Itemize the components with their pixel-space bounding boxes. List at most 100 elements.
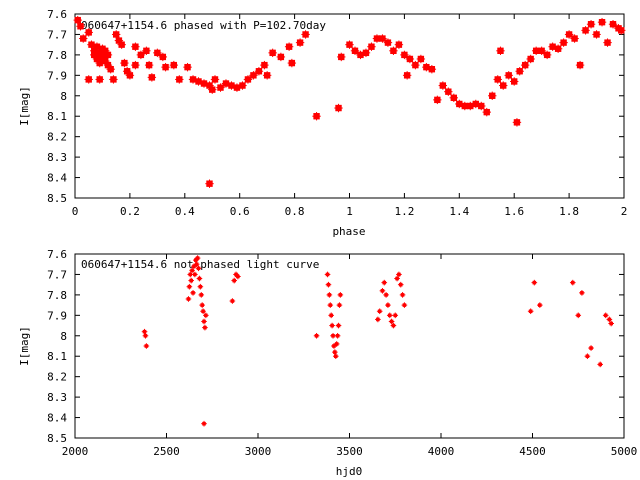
data-point [131, 60, 140, 70]
data-point [512, 118, 522, 127]
data-point [569, 279, 576, 286]
x-tick-label: 2000 [62, 445, 89, 458]
data-point [336, 302, 343, 308]
data-point [142, 332, 149, 339]
data-point [268, 48, 277, 58]
data-point [527, 308, 534, 315]
data-point [335, 322, 342, 329]
data-point [185, 296, 192, 302]
data-point [103, 50, 113, 60]
x-tick-label: 1.2 [394, 205, 414, 218]
y-tick-label: 7.9 [47, 69, 67, 82]
data-point [295, 38, 305, 47]
data-point [192, 271, 198, 278]
data-point [202, 324, 208, 331]
y-axis-label-unphased: I[mag] [18, 326, 31, 366]
data-point [328, 312, 334, 319]
y-tick-label: 8.2 [47, 131, 67, 144]
data-point [208, 85, 217, 94]
y-tick-label: 8.3 [47, 151, 67, 164]
x-tick-label: 1.4 [449, 205, 469, 218]
x-tick-label: 4000 [428, 445, 455, 458]
data-point [144, 60, 154, 70]
data-point [193, 261, 200, 268]
data-point [401, 302, 408, 308]
data-point [216, 83, 225, 92]
x-tick-label: 0 [72, 205, 79, 218]
data-point [194, 255, 201, 261]
data-point [438, 81, 448, 90]
data-point [537, 46, 546, 55]
data-point [117, 40, 126, 49]
data-point [198, 292, 205, 298]
y-tick-label: 7.8 [47, 289, 67, 302]
data-point [345, 40, 354, 49]
data-point [602, 312, 609, 319]
y-tick-label: 8.1 [47, 350, 67, 363]
plot-frame-unphased [74, 253, 625, 439]
data-point [586, 20, 596, 29]
data-point [199, 302, 205, 308]
axis-ticks-unphased: 2000 2500 3000 3500 4000 4500 5000 7.6 7.7 7.8 7.9… [47, 248, 637, 458]
data-point [235, 273, 241, 280]
data-point [399, 292, 406, 298]
data-point [262, 71, 272, 80]
data-point [284, 42, 294, 51]
data-point [575, 60, 585, 70]
data-point [581, 26, 590, 35]
data-point [383, 38, 393, 47]
data-point [592, 30, 601, 39]
data-point [520, 60, 530, 70]
x-tick-label: 5000 [611, 445, 638, 458]
x-tick-label: 3500 [336, 445, 363, 458]
data-point [617, 26, 626, 35]
data-point [205, 179, 214, 188]
data-point [400, 50, 409, 60]
data-point [378, 34, 387, 43]
data-point [510, 77, 519, 86]
data-point [564, 30, 574, 39]
y-tick-label: 7.7 [47, 268, 67, 281]
data-point [376, 308, 383, 315]
data-point [496, 46, 505, 55]
data-point [396, 271, 402, 278]
data-point [158, 52, 168, 62]
y-tick-label: 8.4 [47, 412, 67, 425]
data-point [238, 81, 247, 90]
data-point [254, 67, 264, 76]
data-point [260, 60, 269, 70]
data-point [153, 48, 162, 58]
y-tick-label: 7.9 [47, 309, 67, 322]
data-point [397, 281, 404, 288]
data-point [389, 46, 398, 55]
data-point [131, 42, 140, 51]
data-point [73, 15, 82, 25]
data-point [79, 34, 88, 43]
data-point [570, 34, 579, 43]
data-point [111, 30, 121, 39]
data-point [301, 30, 310, 39]
data-point [186, 283, 193, 290]
data-point [386, 312, 393, 319]
data-point [210, 75, 220, 84]
data-point [526, 54, 535, 64]
data-point [608, 20, 618, 29]
data-point [276, 52, 286, 62]
data-point [337, 292, 344, 298]
data-point [161, 62, 170, 72]
data-point [350, 46, 360, 55]
data-point [515, 67, 524, 76]
data-point [243, 75, 253, 84]
data-point [488, 91, 497, 100]
data-point [427, 65, 437, 74]
data-point [249, 71, 258, 80]
data-point [142, 46, 151, 55]
data-point [449, 93, 459, 103]
data-point [332, 349, 338, 355]
data-point [402, 71, 412, 80]
chart-title-unphased: 060647+1154.6 not phased light curve [81, 258, 319, 271]
data-point [332, 353, 339, 360]
data-series-phased [73, 15, 626, 188]
data-point [542, 50, 552, 60]
data-point [367, 42, 376, 51]
